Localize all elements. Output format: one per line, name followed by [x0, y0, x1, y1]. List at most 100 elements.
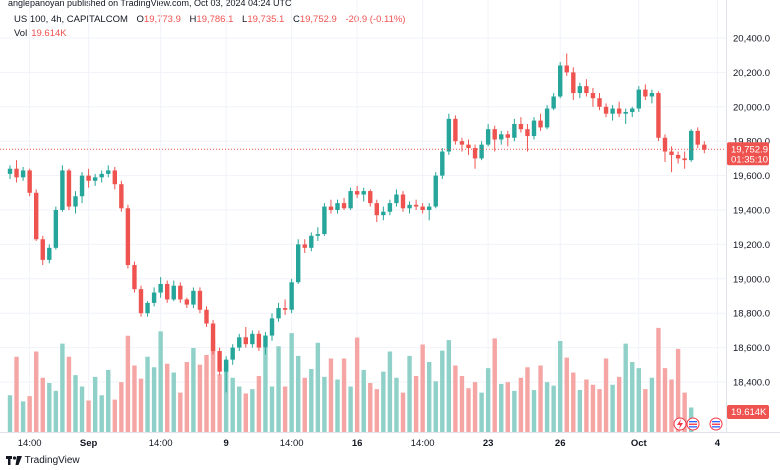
candle-body — [237, 337, 242, 348]
time-tick-label: Sep — [80, 438, 98, 449]
candle-body — [302, 244, 307, 248]
change-value: -20.9 (-0.11%) — [345, 14, 406, 25]
candle — [296, 239, 301, 284]
candle-body — [525, 129, 530, 137]
price-tick-label: 20,200.0 — [733, 68, 770, 79]
candle — [119, 180, 124, 212]
candle — [79, 172, 85, 204]
volume-bar — [623, 343, 628, 432]
candle — [263, 332, 268, 355]
event-lightning-icon[interactable] — [673, 417, 687, 431]
candle-body — [400, 194, 406, 209]
candle-body — [643, 89, 648, 97]
event-us-flag-icon[interactable] — [709, 417, 723, 431]
time-tick-label: 14:00 — [280, 438, 304, 449]
candle — [7, 165, 13, 180]
volume-bar — [544, 382, 550, 432]
candle — [479, 141, 484, 161]
candle-body — [348, 191, 353, 209]
candle-body — [276, 308, 281, 319]
volume-bar — [643, 389, 648, 432]
volume-bar — [453, 365, 458, 432]
candle-body — [689, 130, 694, 161]
candle-body — [616, 108, 622, 114]
time-tick-label: 23 — [483, 438, 494, 449]
time-tick-label: 9 — [224, 438, 229, 449]
volume-bar — [289, 333, 294, 432]
candle-body — [394, 194, 399, 204]
candle — [60, 165, 65, 212]
volume-bar — [184, 362, 190, 432]
volume-bar — [256, 376, 262, 432]
candle — [335, 199, 340, 214]
candle-body — [590, 93, 596, 99]
candle-body — [630, 108, 635, 112]
candle — [250, 330, 255, 348]
volume-bar — [73, 375, 78, 432]
candle-body — [702, 144, 707, 150]
candle-body — [695, 130, 700, 145]
candle-body — [79, 175, 85, 197]
candle-body — [544, 108, 550, 128]
candle-body — [381, 211, 386, 216]
volume-bar — [20, 401, 26, 432]
candle-body — [354, 191, 360, 195]
candle-body — [427, 206, 432, 210]
candle — [610, 105, 615, 121]
candle — [354, 185, 360, 198]
time-tick-label: 4 — [715, 438, 721, 449]
volume-bar — [440, 350, 445, 432]
candle-body — [341, 203, 347, 209]
candle — [643, 84, 648, 100]
volume-bar — [518, 377, 524, 432]
candle-body — [138, 289, 144, 314]
volume-bar — [433, 381, 438, 432]
candle-body — [250, 333, 255, 345]
volume-bar — [34, 351, 39, 432]
candle-body — [564, 65, 569, 73]
volume-bar — [525, 367, 530, 432]
candle-body — [86, 175, 91, 181]
open-label: O — [136, 14, 144, 25]
volume-bar — [119, 382, 124, 432]
candle — [315, 227, 321, 241]
candle — [525, 124, 530, 152]
candle — [518, 117, 524, 133]
candle-body — [14, 168, 19, 178]
candle — [20, 167, 26, 181]
candle-body — [210, 323, 216, 352]
volume-bar — [446, 340, 452, 432]
candle-body — [99, 173, 104, 178]
candle-body — [112, 170, 117, 185]
candle — [204, 306, 209, 327]
candle — [407, 201, 412, 214]
candle — [92, 173, 98, 186]
volume-bar — [590, 384, 596, 432]
candle-body — [322, 206, 327, 235]
volume-bar — [675, 348, 681, 432]
volume-bar — [577, 390, 583, 432]
candle — [381, 206, 386, 221]
candle — [348, 187, 353, 210]
candle-body — [158, 283, 163, 293]
candle-body — [505, 134, 510, 138]
candle-body — [119, 184, 124, 209]
candle-body — [223, 359, 229, 372]
volume-bar — [151, 367, 157, 432]
candle-body — [538, 120, 543, 128]
volume-bar — [92, 376, 98, 432]
volume-bar — [223, 362, 229, 432]
candle-body — [184, 299, 190, 305]
candle-body — [197, 290, 203, 310]
volume-bar — [40, 377, 45, 432]
volume-bar — [66, 356, 72, 432]
candle-body — [106, 170, 111, 174]
volume-bar — [341, 358, 347, 432]
candle — [420, 203, 425, 214]
candle-body — [446, 118, 452, 152]
tradingview-logo-icon — [6, 455, 22, 465]
candle-body — [269, 318, 275, 336]
event-us-flag-icon[interactable] — [686, 417, 700, 431]
close-label: C — [292, 14, 300, 25]
